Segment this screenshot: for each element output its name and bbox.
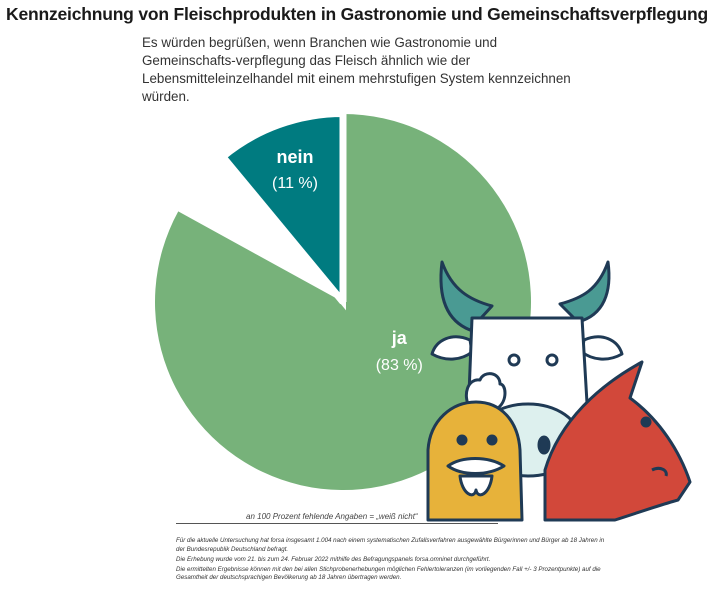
missing-values-note: an 100 Prozent fehlende Angaben = „weiß …: [246, 512, 418, 521]
pig-icon: [543, 360, 692, 522]
footnote-divider: [176, 523, 498, 524]
chart-subtitle: Es würden begrüßen, wenn Branchen wie Ga…: [142, 35, 571, 104]
footnote-period: Die Erhebung wurde vom 21. bis zum 24. F…: [176, 555, 491, 563]
footnote-method: Für die aktuelle Untersuchung hat forsa …: [176, 537, 605, 553]
pie-slice-nein: [218, 110, 346, 311]
footnote-tolerance: Die ermittelten Ergebnisse können mit de…: [176, 565, 601, 582]
chart-title: Kennzeichnung von Fleischprodukten in Ga…: [6, 4, 708, 24]
slice-value-ja: (83 %): [376, 357, 423, 374]
footnotes: Für die aktuelle Untersuchung hat forsa …: [176, 537, 606, 584]
slice-label-ja: ja: [391, 328, 408, 348]
slice-label-nein: nein: [276, 147, 313, 167]
chicken-icon: [426, 372, 524, 522]
slice-separator: [217, 151, 346, 305]
slice-value-nein: (11 %): [272, 175, 318, 192]
